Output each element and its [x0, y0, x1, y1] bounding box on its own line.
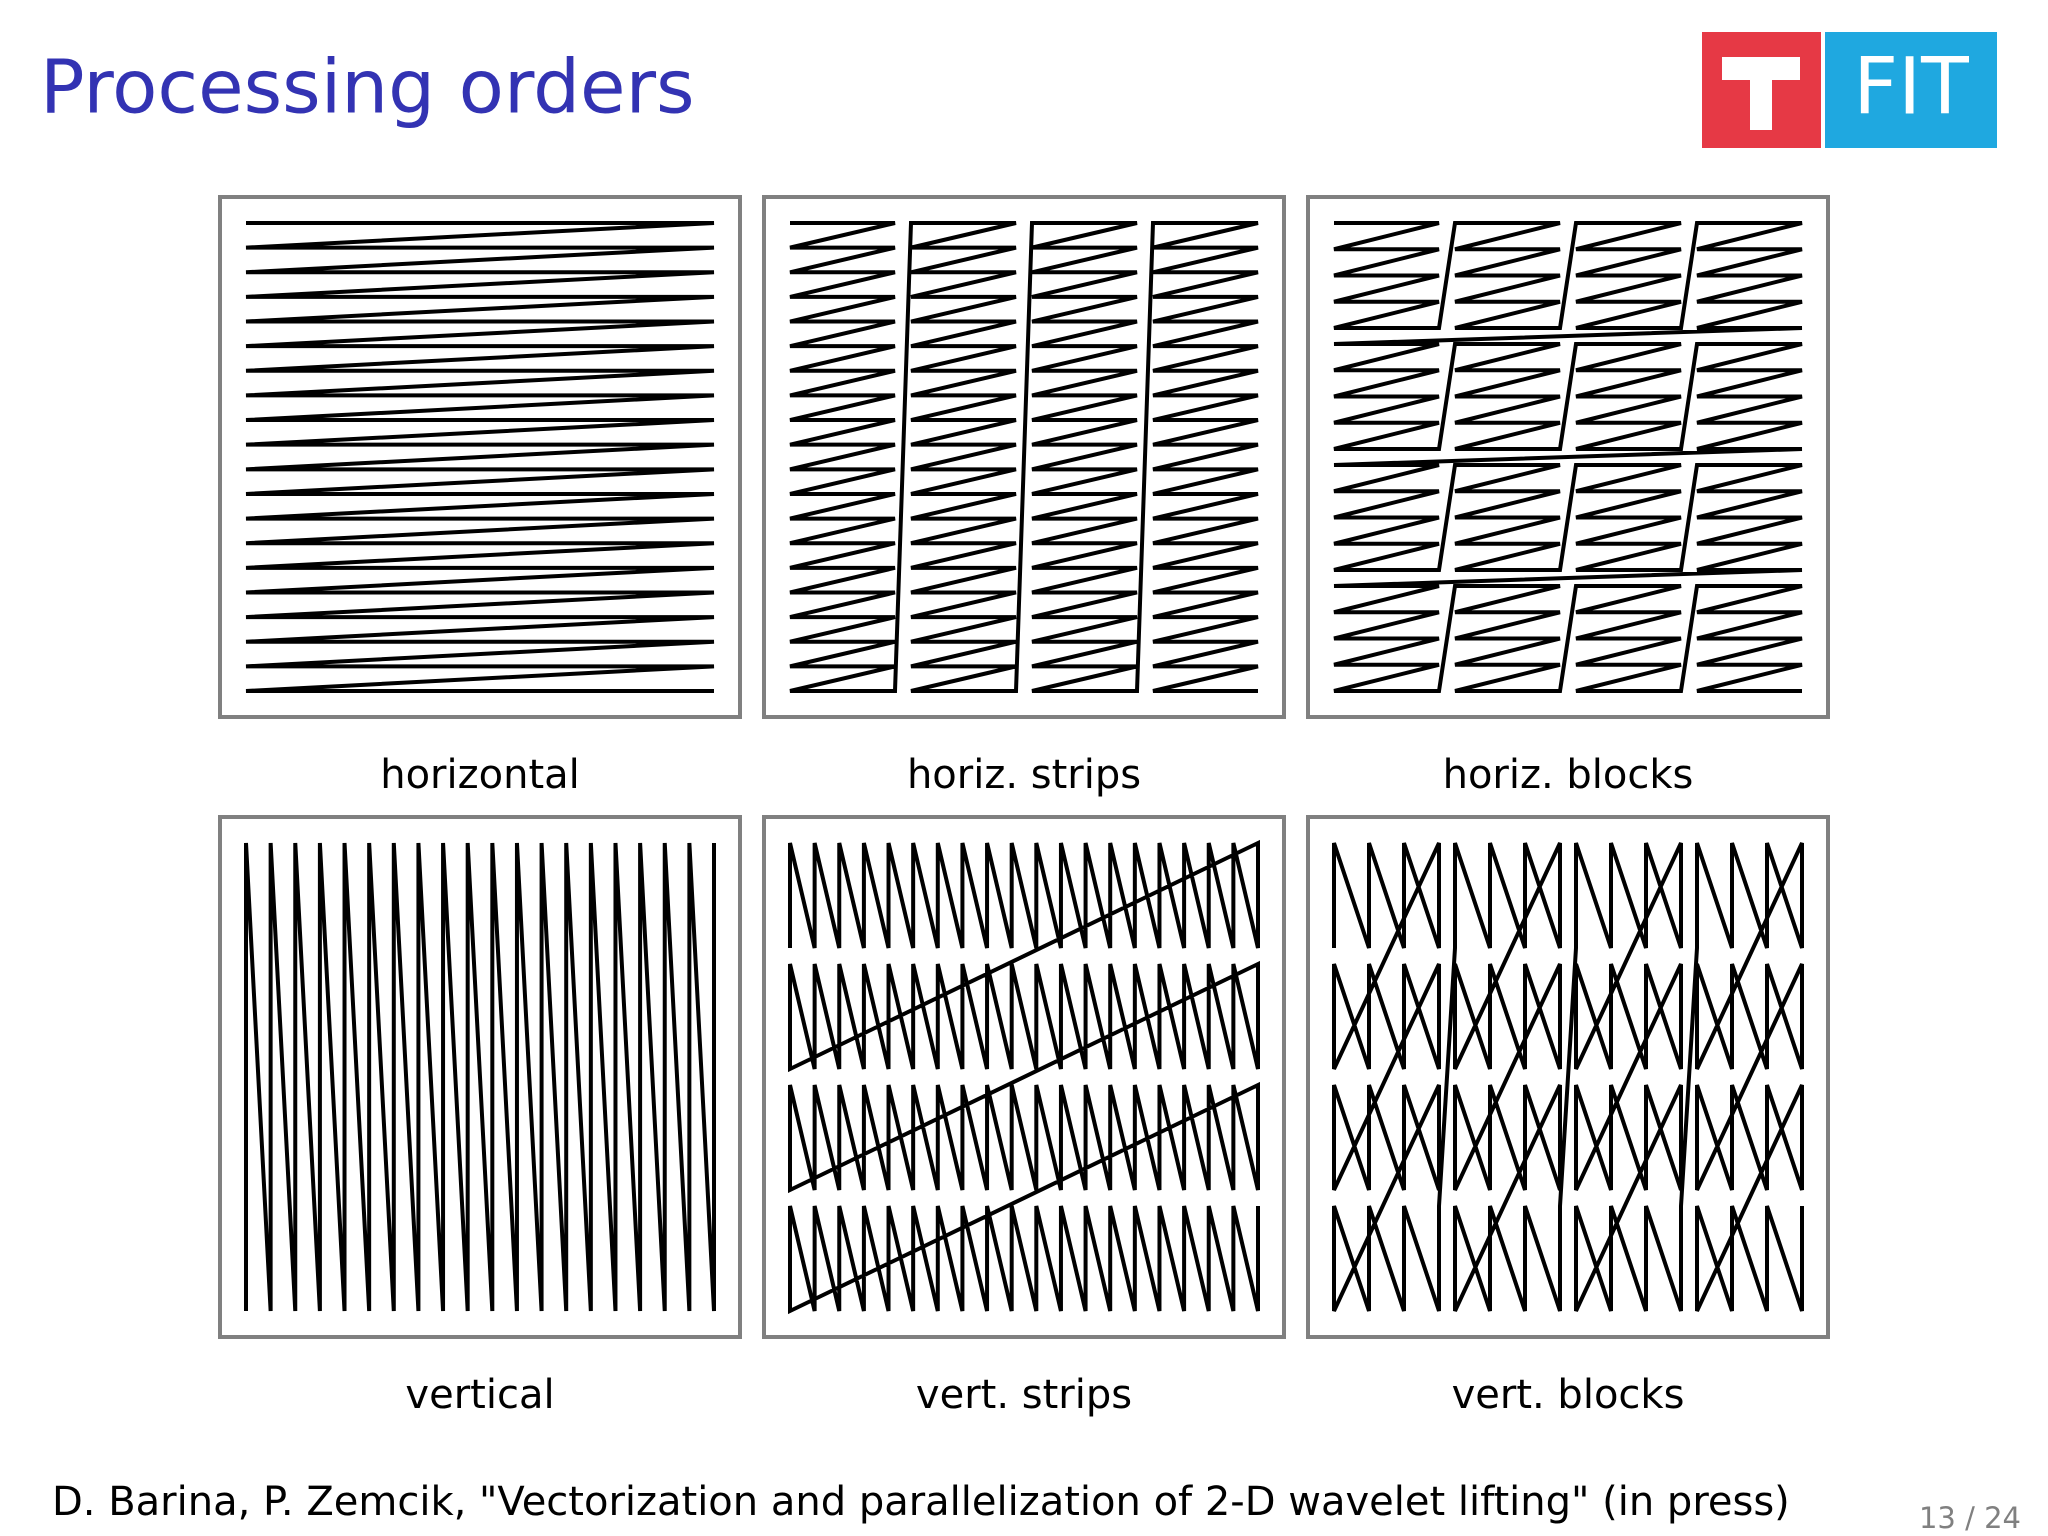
processing-path: [244, 842, 716, 1312]
panels: horizontal horiz. strips horiz. blocks vert…: [218, 195, 1830, 1418]
logo-t: [1722, 57, 1800, 130]
panel-caption: vertical: [405, 1372, 554, 1418]
processing-path: [1333, 221, 1803, 693]
processing-path: [789, 221, 1259, 693]
logo-blue: [1825, 32, 1997, 148]
processing-path: [245, 221, 715, 693]
processing-path: [788, 839, 1260, 1315]
logo-text: FIT: [1853, 42, 1969, 132]
slide-title: Processing orders: [40, 45, 695, 131]
panel-caption: horizontal: [380, 752, 580, 798]
processing-path: [1332, 842, 1804, 1312]
citation: D. Barina, P. Zemcik, "Vectorization and…: [52, 1479, 1790, 1525]
panel-caption: horiz. strips: [907, 752, 1141, 798]
logo: FIT: [1702, 32, 1997, 148]
panel-caption: vert. strips: [916, 1372, 1132, 1418]
page-number: 13 / 24: [1919, 1501, 2021, 1535]
panel-caption: horiz. blocks: [1443, 752, 1694, 798]
panel-caption: vert. blocks: [1452, 1372, 1685, 1418]
